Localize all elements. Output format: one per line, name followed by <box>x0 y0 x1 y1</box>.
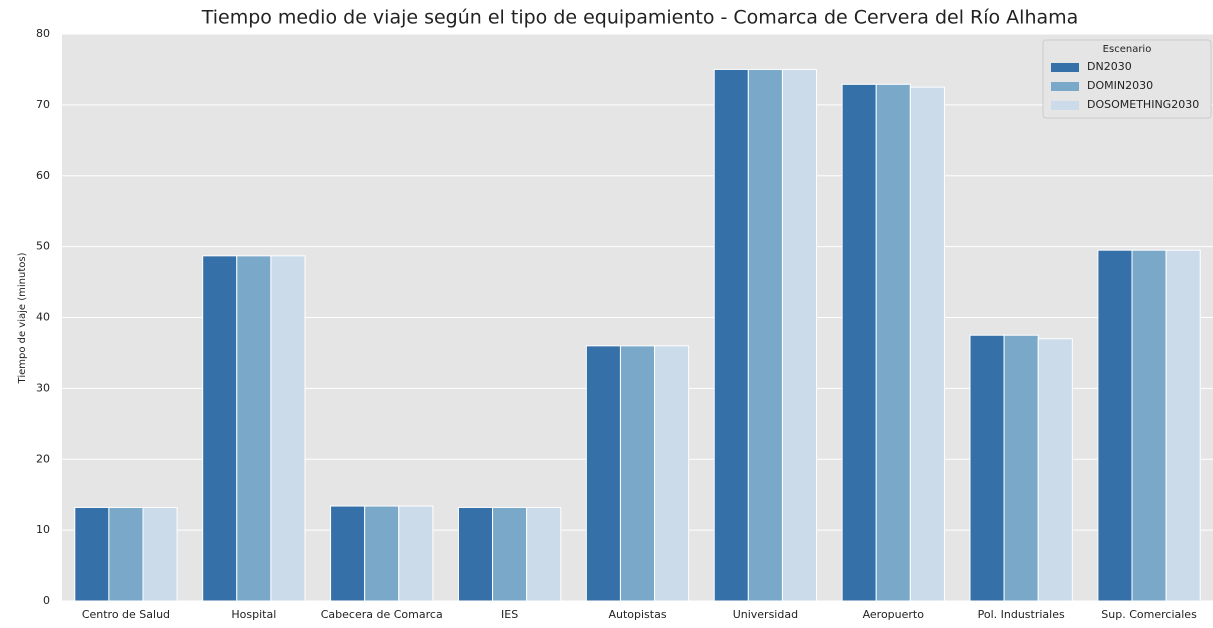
legend-title: Escenario <box>1103 44 1152 55</box>
legend-swatch <box>1051 82 1079 91</box>
y-tick-label: 60 <box>36 169 50 182</box>
bar <box>585 345 621 602</box>
bar <box>875 83 911 602</box>
bar <box>526 506 562 602</box>
bar <box>1037 338 1073 602</box>
y-tick-label: 40 <box>36 311 50 324</box>
bar <box>713 68 749 602</box>
bar <box>74 506 110 602</box>
x-tick-label: Autopistas <box>608 608 666 621</box>
x-tick-label: Aeropuerto <box>863 608 925 621</box>
chart-title: Tiempo medio de viaje según el tipo de e… <box>201 7 1079 29</box>
bar <box>202 255 238 602</box>
x-tick-label: Sup. Comerciales <box>1101 608 1197 621</box>
bar <box>398 505 434 602</box>
bar <box>747 68 783 602</box>
y-tick-label: 30 <box>36 381 50 394</box>
bar <box>1097 249 1133 602</box>
legend-label: DN2030 <box>1087 60 1132 73</box>
y-axis-label: Tiempo de viaje (minutos) <box>17 252 28 384</box>
bar <box>1165 249 1201 602</box>
x-tick-label: Hospital <box>231 608 276 621</box>
bar <box>108 506 144 602</box>
bar <box>654 345 690 602</box>
bar <box>1131 249 1167 602</box>
legend-box <box>1042 39 1212 119</box>
bar <box>364 505 400 602</box>
bar <box>909 86 945 602</box>
bar <box>142 506 178 602</box>
bar <box>492 506 528 602</box>
legend-swatch <box>1051 63 1079 72</box>
legend-label: DOMIN2030 <box>1087 79 1153 92</box>
y-tick-label: 20 <box>36 452 50 465</box>
y-tick-label: 10 <box>36 523 50 536</box>
bar <box>781 68 818 602</box>
legend-label: DOSOMETHING2030 <box>1087 98 1199 111</box>
bar <box>330 505 366 602</box>
bar <box>969 334 1005 602</box>
legend-swatch <box>1051 101 1079 110</box>
bar <box>236 255 272 602</box>
x-tick-label: IES <box>501 608 518 621</box>
x-tick-label: Universidad <box>733 608 798 621</box>
bar <box>270 255 306 602</box>
x-tick-label: Pol. Industriales <box>978 608 1065 621</box>
y-tick-label: 70 <box>36 98 50 111</box>
bar <box>619 345 656 602</box>
y-tick-label: 80 <box>36 27 50 40</box>
bar <box>841 83 877 602</box>
y-tick-label: 0 <box>43 594 50 607</box>
x-tick-label: Centro de Salud <box>82 608 170 621</box>
bar <box>457 506 494 602</box>
x-tick-label: Cabecera de Comarca <box>321 608 443 621</box>
y-tick-label: 50 <box>36 240 50 253</box>
bar <box>1003 334 1039 602</box>
